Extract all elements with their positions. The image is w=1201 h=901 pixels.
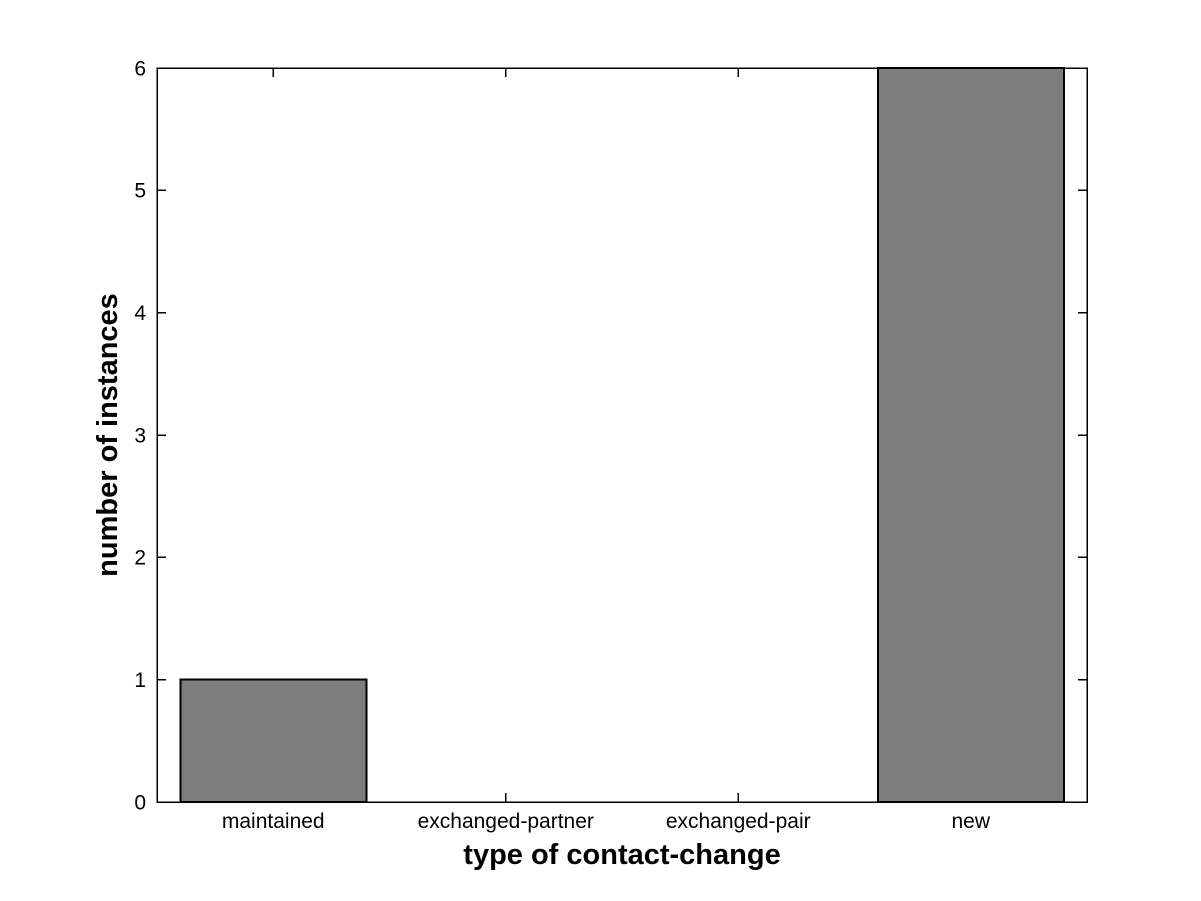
x-axis-label: type of contact-change — [463, 839, 780, 871]
x-tick-label: exchanged-partner — [418, 810, 594, 833]
plot-area: 0 1 2 3 4 5 6 maintained exchanged-partner exchan… — [134, 57, 1088, 833]
x-tick-label: new — [951, 810, 990, 833]
y-tick-label: 6 — [134, 57, 146, 80]
y-axis-label: number of instances — [92, 293, 124, 577]
y-tick-label: 3 — [134, 424, 146, 447]
x-tick-label: maintained — [222, 810, 325, 833]
bar-new — [876, 67, 1065, 803]
y-tick-label: 0 — [134, 791, 146, 814]
bar-maintained — [179, 678, 368, 804]
y-tick-label: 2 — [134, 547, 146, 570]
y-tick-label: 1 — [134, 669, 146, 692]
y-tick-label: 5 — [134, 180, 146, 203]
y-tick-label: 4 — [134, 302, 146, 325]
x-tick-label: exchanged-pair — [666, 810, 811, 833]
